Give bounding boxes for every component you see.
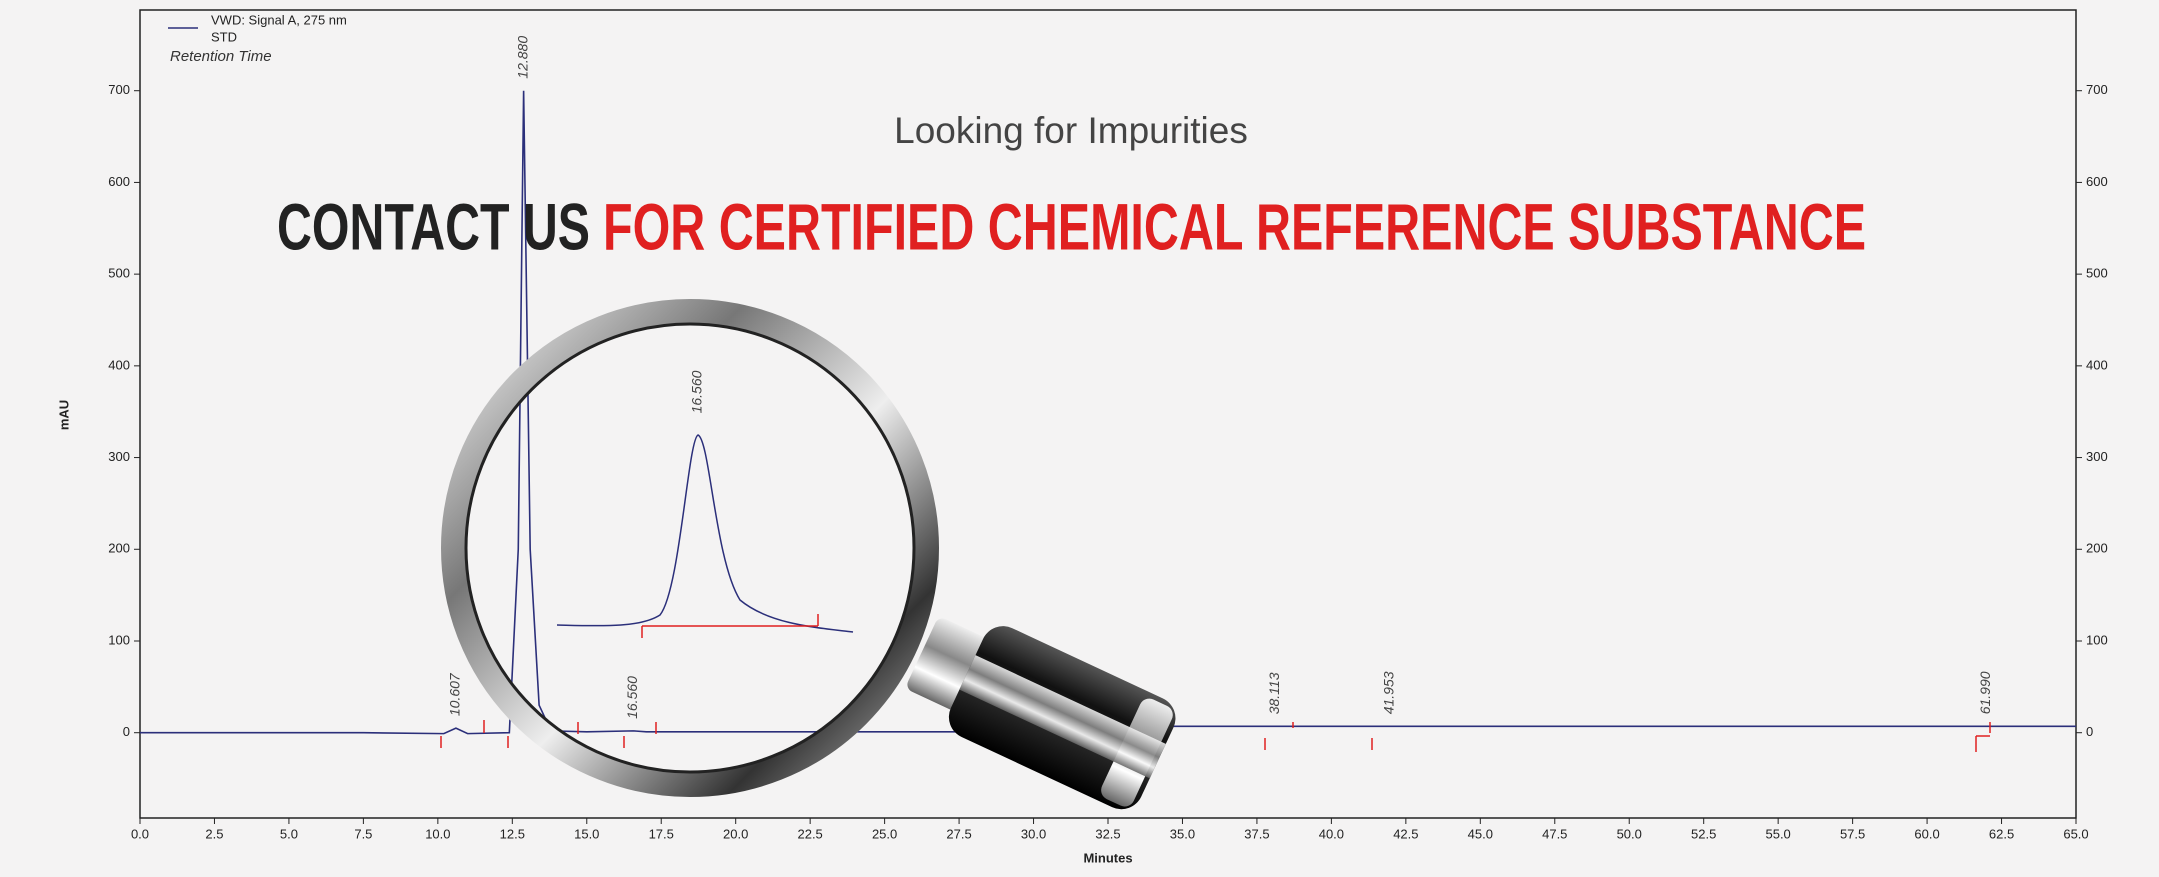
y2-tick-label: 500 bbox=[2086, 266, 2108, 281]
x-tick-label: 60.0 bbox=[1914, 826, 1939, 841]
x-tick-label: 57.5 bbox=[1840, 826, 1865, 841]
y2-tick-label: 200 bbox=[2086, 541, 2108, 556]
x-tick-label: 10.0 bbox=[425, 826, 450, 841]
plot: 0 0 100 100 200 200 300 300 400 400 500 500 600 600 70… bbox=[56, 12, 2107, 865]
y-tick-label: 400 bbox=[108, 357, 130, 372]
y-tick-label: 100 bbox=[108, 632, 130, 647]
magnifier: 16.560 bbox=[441, 299, 1176, 810]
peak-label: 41.953 bbox=[1380, 671, 1396, 714]
y-tick-label: 0 bbox=[123, 724, 130, 739]
legend-note: Retention Time bbox=[170, 48, 272, 65]
peak-label: 38.113 bbox=[1266, 672, 1282, 714]
heading-red: FOR CERTIFIED CHEMICAL REFERENCE SUBSTAN… bbox=[603, 189, 1866, 263]
y2-tick-label: 100 bbox=[2086, 632, 2108, 647]
x-tick-label: 45.0 bbox=[1468, 826, 1493, 841]
peak-label: 12.880 bbox=[514, 36, 530, 79]
y2-tick-label: 600 bbox=[2086, 174, 2108, 189]
legend-entry: STD bbox=[211, 29, 237, 44]
y-axis-label: mAU bbox=[56, 400, 71, 430]
x-tick-label: 25.0 bbox=[872, 826, 897, 841]
y2-tick-label: 300 bbox=[2086, 449, 2108, 464]
y-tick-label: 200 bbox=[108, 541, 130, 556]
y-tick-label: 300 bbox=[108, 449, 130, 464]
x-tick-label: 42.5 bbox=[1393, 826, 1418, 841]
integration-marks bbox=[440, 720, 1991, 752]
legend-entry: VWD: Signal A, 275 nm bbox=[211, 12, 347, 27]
peak-label: 16.560 bbox=[624, 676, 640, 719]
signal-line bbox=[140, 90, 2076, 735]
x-tick-label: 12.5 bbox=[500, 826, 525, 841]
x-tick-label: 52.5 bbox=[1691, 826, 1716, 841]
x-tick-label: 22.5 bbox=[797, 826, 822, 841]
x-axis-label: Minutes bbox=[1083, 850, 1132, 865]
x-tick-label: 62.5 bbox=[1989, 826, 2014, 841]
x-tick-label: 65.0 bbox=[2063, 826, 2088, 841]
x-tick-label: 20.0 bbox=[723, 826, 748, 841]
x-tick-label: 7.5 bbox=[354, 826, 372, 841]
x-tick-label: 32.5 bbox=[1095, 826, 1120, 841]
heading-dark: CONTACT US bbox=[277, 189, 590, 263]
y-tick-label: 700 bbox=[108, 82, 130, 97]
x-tick-label: 15.0 bbox=[574, 826, 599, 841]
y2-tick-label: 400 bbox=[2086, 357, 2108, 372]
y2-tick-label: 0 bbox=[2086, 724, 2093, 739]
y2-tick-label: 700 bbox=[2086, 82, 2108, 97]
peak-label: 10.607 bbox=[447, 672, 463, 716]
x-tick-label: 50.0 bbox=[1617, 826, 1642, 841]
x-tick-label: 40.0 bbox=[1319, 826, 1344, 841]
y-tick-label: 500 bbox=[108, 266, 130, 281]
inset-peak-label: 16.560 bbox=[689, 370, 705, 413]
x-tick-label: 27.5 bbox=[946, 826, 971, 841]
peak-label: 61.990 bbox=[1977, 671, 1993, 714]
x-tick-label: 5.0 bbox=[280, 826, 298, 841]
subtitle: Looking for Impurities bbox=[894, 110, 1248, 151]
x-tick-label: 37.5 bbox=[1244, 826, 1269, 841]
y-tick-label: 600 bbox=[108, 174, 130, 189]
x-tick-label: 17.5 bbox=[649, 826, 674, 841]
x-tick-label: 47.5 bbox=[1542, 826, 1567, 841]
x-tick-label: 55.0 bbox=[1765, 826, 1790, 841]
x-tick-label: 0.0 bbox=[131, 826, 149, 841]
x-tick-label: 35.0 bbox=[1170, 826, 1195, 841]
x-tick-label: 2.5 bbox=[205, 826, 223, 841]
x-tick-label: 30.0 bbox=[1021, 826, 1046, 841]
